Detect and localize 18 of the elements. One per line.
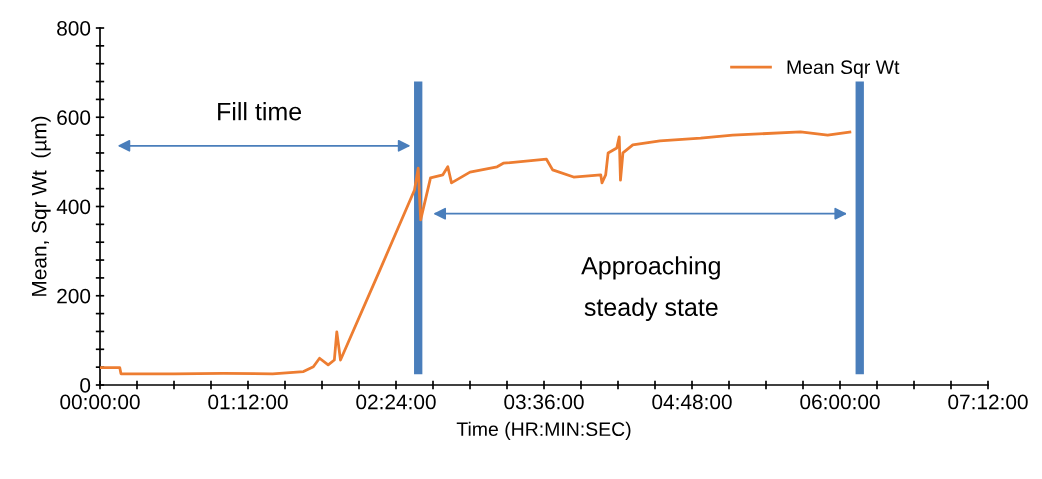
y-axis-title: Mean, Sqr Wt (µm) (31, 116, 51, 296)
annotation: Approaching steady state (581, 256, 720, 321)
x-tick-label: 03:36:00 (504, 394, 584, 410)
y-tick-label: 0 (80, 378, 91, 393)
x-tick-label: 00:00:00 (60, 394, 140, 410)
x-tick-label: 07:12:00 (948, 394, 1028, 410)
x-tick-label: 01:12:00 (208, 394, 288, 410)
x-tick-label: 04:48:00 (652, 394, 732, 410)
line-series (100, 130, 852, 376)
y-tick-label: 600 (57, 110, 91, 125)
x-tick-label: 06:00:00 (800, 394, 880, 410)
y-tick-label: 800 (57, 21, 91, 36)
x-tick-label: 02:24:00 (356, 394, 436, 410)
y-tick-label: 200 (57, 288, 91, 304)
x-axis-title: Time (HR:MIN:SEC) (456, 421, 631, 440)
annotation: Fill time (218, 102, 302, 121)
legend-label: Mean Sqr Wt (787, 60, 900, 78)
y-tick-label: 400 (56, 199, 91, 215)
